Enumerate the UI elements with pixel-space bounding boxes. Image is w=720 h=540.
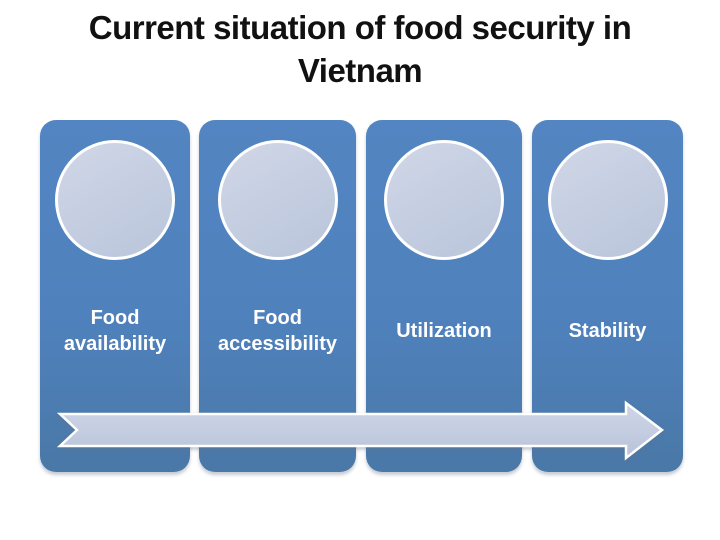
title-line-2: Vietnam xyxy=(297,52,423,89)
pillar-label: Stability xyxy=(568,320,647,342)
pillar-label: Utilization xyxy=(396,320,492,342)
title-line-1: Current situation of food security in xyxy=(88,9,632,46)
right-arrow-icon xyxy=(56,400,665,461)
circle-placeholder-icon xyxy=(384,140,504,260)
pillar-label: Food availability xyxy=(63,307,167,355)
circle-placeholder-icon xyxy=(547,140,668,260)
circle-placeholder-icon xyxy=(55,140,175,260)
pillar-label: Food accessibility xyxy=(218,307,337,355)
slide-title: Current situation of food security in Vi… xyxy=(0,6,720,92)
circle-placeholder-icon xyxy=(217,140,338,260)
